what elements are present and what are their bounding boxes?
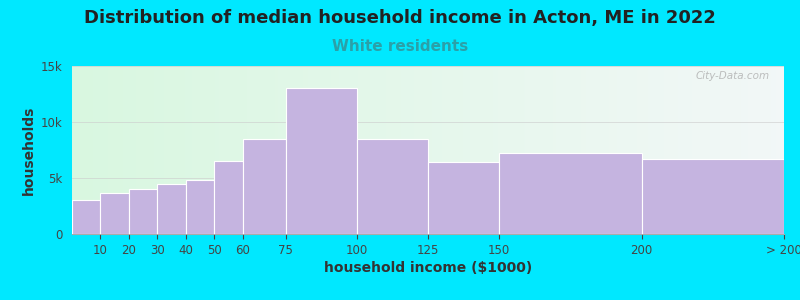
- Bar: [243, 139, 286, 234]
- Bar: [129, 189, 158, 234]
- Y-axis label: households: households: [22, 105, 36, 195]
- Bar: [214, 161, 243, 234]
- Bar: [72, 200, 101, 234]
- X-axis label: household income ($1000): household income ($1000): [324, 261, 532, 275]
- Bar: [499, 153, 642, 234]
- Bar: [357, 139, 428, 234]
- Text: City-Data.com: City-Data.com: [696, 71, 770, 81]
- Bar: [642, 159, 784, 234]
- Bar: [158, 184, 186, 234]
- Text: White residents: White residents: [332, 39, 468, 54]
- Bar: [186, 180, 214, 234]
- Bar: [286, 88, 357, 234]
- Bar: [101, 193, 129, 234]
- Bar: [428, 162, 499, 234]
- Text: Distribution of median household income in Acton, ME in 2022: Distribution of median household income …: [84, 9, 716, 27]
